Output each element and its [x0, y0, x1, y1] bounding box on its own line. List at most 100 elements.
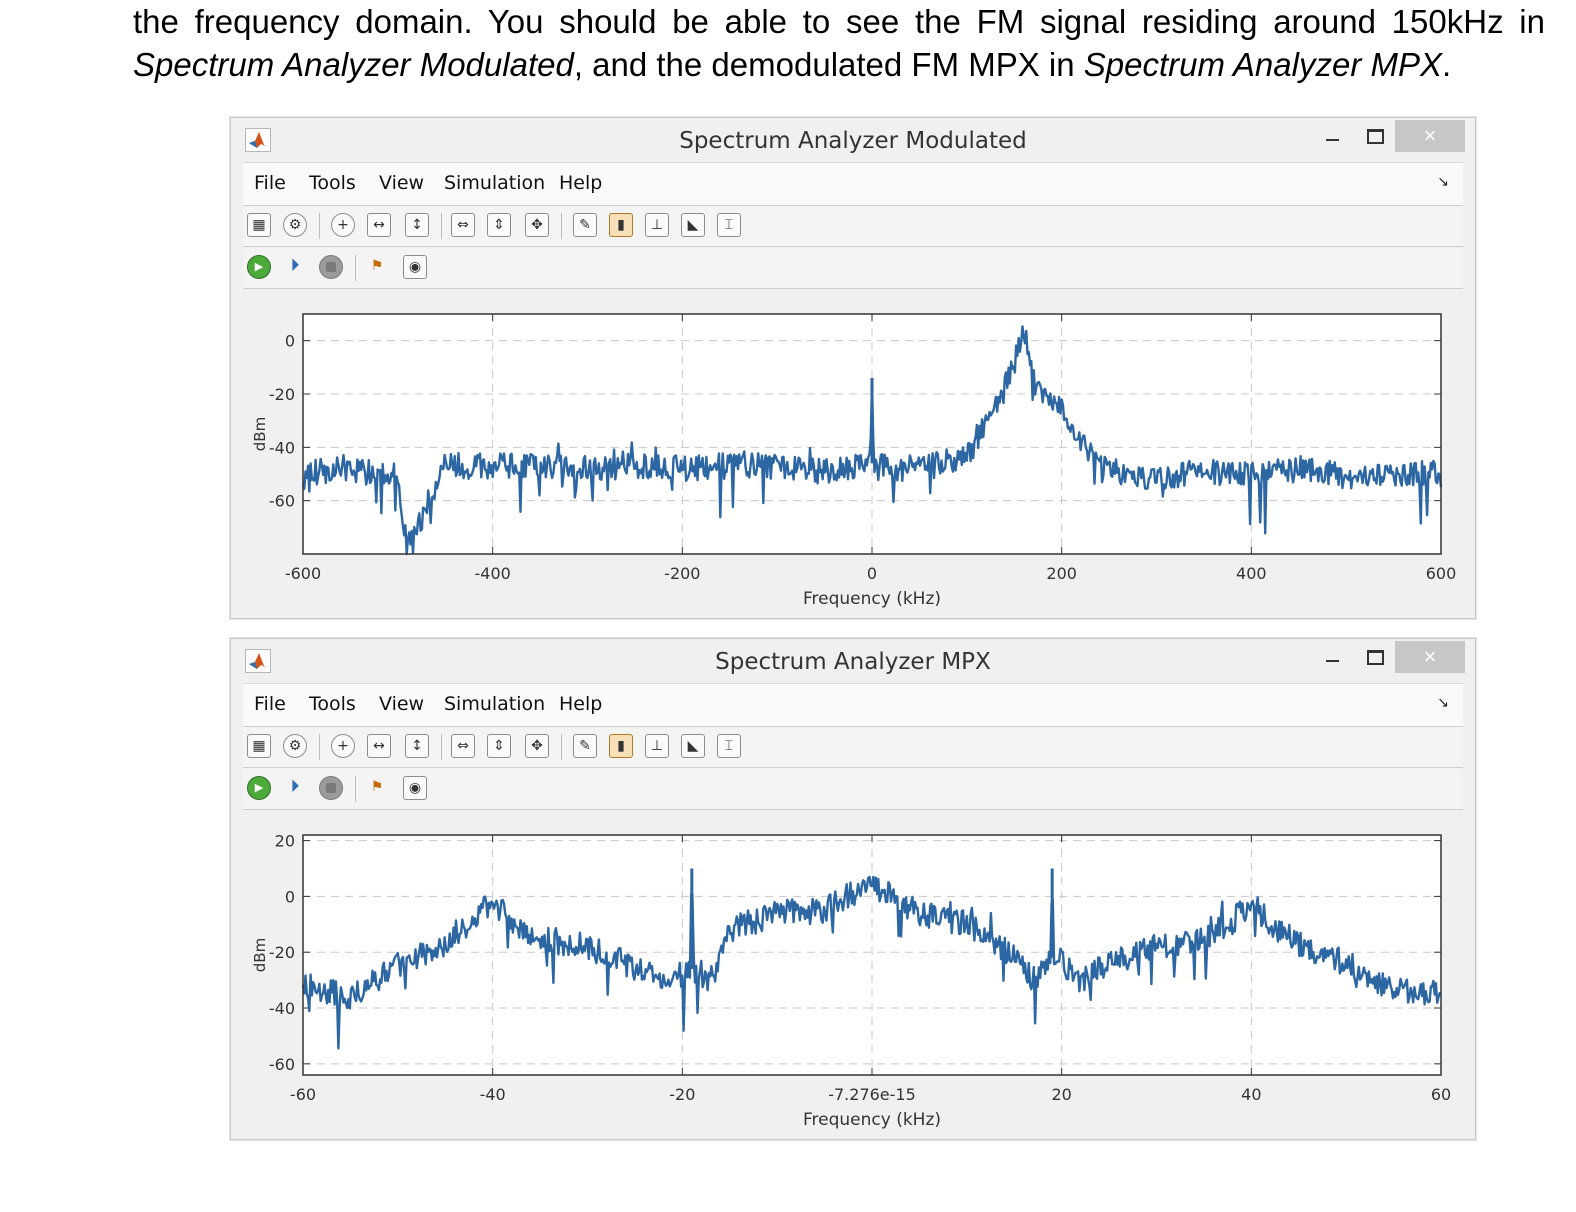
menu-simulation[interactable]: Simulation — [444, 693, 546, 715]
spectrum-chart-mpx: -60 -40 -20 -7.276e-15 20 40 60 20 0 -20 -40 -60 Fre… — [251, 832, 1451, 1130]
measure-icon[interactable]: ✎ — [573, 734, 597, 758]
menu-bar: File Tools View Simulation Help ↘ — [243, 162, 1463, 206]
toolbar-separator — [441, 213, 442, 239]
spectrum-chart-modulated: -600 -400 -200 0 200 400 600 0 -20 -40 -60 Frequenc… — [251, 313, 1457, 609]
y-tick-label: -20 — [269, 385, 295, 404]
scale-x-icon[interactable]: ⇔ — [451, 213, 475, 237]
menu-bar: File Tools View Simulation Help ↘ — [243, 683, 1463, 727]
plot-area: -60 -40 -20 -7.276e-15 20 40 60 20 0 -20 -40 -60 Fre… — [243, 813, 1463, 1131]
distortion-icon[interactable]: ◣ — [681, 734, 705, 758]
x-axis-label: Frequency (kHz) — [803, 589, 941, 609]
title-bar: Spectrum Analyzer MPX × — [231, 639, 1475, 683]
close-button[interactable]: × — [1395, 641, 1465, 673]
y-tick-label: -40 — [269, 999, 295, 1018]
title-bar: Spectrum Analyzer Modulated × — [231, 118, 1475, 162]
y-axis-label: dBm — [251, 938, 269, 972]
gear-icon[interactable]: ⚙ — [283, 213, 307, 237]
x-tick-label: -40 — [480, 1085, 506, 1104]
menu-help[interactable]: Help — [559, 693, 603, 715]
toolbar-main: ▦ ⚙ + ↔ ↕ ⇔ ⇕ ✥ ✎ ▮ ⊥ ◣ ⌶ — [243, 206, 1463, 247]
zoom-x-icon[interactable]: ↔ — [367, 734, 391, 758]
y-tick-label: 0 — [285, 332, 295, 351]
peak-finder-icon[interactable]: ▮ — [609, 734, 633, 758]
menu-simulation[interactable]: Simulation — [444, 172, 546, 194]
scale-y-icon[interactable]: ⇕ — [487, 734, 511, 758]
peak-finder-icon[interactable]: ▮ — [609, 213, 633, 237]
autoscale-icon[interactable]: ✥ — [525, 734, 549, 758]
channel-measure-icon[interactable]: ⊥ — [645, 213, 669, 237]
y-tick-label: 0 — [285, 887, 295, 906]
run-icon[interactable]: ▶ — [247, 776, 271, 800]
scale-y-icon[interactable]: ⇕ — [487, 213, 511, 237]
menu-tools[interactable]: Tools — [309, 172, 356, 194]
zoom-x-icon[interactable]: ↔ — [367, 213, 391, 237]
toolbar-separator — [319, 734, 320, 760]
toolbar-separator — [355, 776, 356, 802]
window-title: Spectrum Analyzer Modulated — [679, 128, 1027, 154]
minimize-button[interactable] — [1321, 120, 1343, 152]
zoom-y-icon[interactable]: ↕ — [405, 734, 429, 758]
zoom-y-icon[interactable]: ↕ — [405, 213, 429, 237]
toolbar-separator — [561, 734, 562, 760]
toolbar-main: ▦ ⚙ + ↔ ↕ ⇔ ⇕ ✥ ✎ ▮ ⊥ ◣ ⌶ — [243, 727, 1463, 768]
doc-emphasis-modulated: Spectrum Analyzer Modulated — [133, 46, 574, 83]
x-axis-label: Frequency (kHz) — [803, 1110, 941, 1130]
stop-icon[interactable] — [319, 255, 343, 279]
window-title: Spectrum Analyzer MPX — [715, 649, 991, 675]
highlight-icon[interactable]: ⚑ — [370, 779, 384, 795]
dock-arrow-icon[interactable]: ↘ — [1437, 694, 1449, 710]
x-tick-label: 200 — [1046, 564, 1077, 583]
step-forward-icon[interactable]: ⏵ — [290, 255, 300, 276]
menu-view[interactable]: View — [379, 693, 425, 715]
highlight-icon[interactable]: ⚑ — [370, 258, 384, 274]
x-tick-label: 60 — [1431, 1085, 1451, 1104]
x-tick-label: -20 — [669, 1085, 695, 1104]
document-text: the frequency domain. You should be able… — [133, 0, 1545, 86]
snapshot-icon[interactable]: ◉ — [403, 776, 427, 800]
step-forward-icon[interactable]: ⏵ — [290, 776, 300, 797]
stop-icon[interactable] — [319, 776, 343, 800]
x-tick-label: -7.276e-15 — [828, 1085, 916, 1104]
series-trace — [301, 875, 1442, 1050]
channel-measure-icon[interactable]: ⊥ — [645, 734, 669, 758]
cursor-icon[interactable]: ⌶ — [717, 213, 741, 237]
x-tick-label: -200 — [664, 564, 700, 583]
menu-view[interactable]: View — [379, 172, 425, 194]
doc-emphasis-mpx: Spectrum Analyzer MPX — [1083, 46, 1442, 83]
configuration-icon[interactable]: ▦ — [247, 734, 271, 758]
y-tick-label: -20 — [269, 943, 295, 962]
minimize-button[interactable] — [1321, 641, 1343, 673]
zoom-in-icon[interactable]: + — [331, 213, 355, 237]
toolbar-simulation: ▶ ⏵ ⚑ ◉ — [243, 769, 1463, 810]
x-tick-label: 600 — [1426, 564, 1457, 583]
configuration-icon[interactable]: ▦ — [247, 213, 271, 237]
autoscale-icon[interactable]: ✥ — [525, 213, 549, 237]
menu-tools[interactable]: Tools — [309, 693, 356, 715]
gear-icon[interactable]: ⚙ — [283, 734, 307, 758]
y-tick-label: -60 — [269, 492, 295, 511]
menu-file[interactable]: File — [254, 172, 286, 194]
measure-icon[interactable]: ✎ — [573, 213, 597, 237]
cursor-icon[interactable]: ⌶ — [717, 734, 741, 758]
close-button[interactable]: × — [1395, 120, 1465, 152]
distortion-icon[interactable]: ◣ — [681, 213, 705, 237]
run-icon[interactable]: ▶ — [247, 255, 271, 279]
document-line-2: Spectrum Analyzer Modulated, and the dem… — [133, 43, 1545, 86]
y-axis-label: dBm — [251, 417, 269, 451]
toolbar-separator — [355, 255, 356, 281]
maximize-button[interactable] — [1363, 641, 1385, 673]
menu-help[interactable]: Help — [559, 172, 603, 194]
x-tick-label: 20 — [1051, 1085, 1071, 1104]
toolbar-separator — [441, 734, 442, 760]
menu-file[interactable]: File — [254, 693, 286, 715]
dock-arrow-icon[interactable]: ↘ — [1437, 173, 1449, 189]
matlab-logo-icon — [245, 128, 271, 152]
zoom-in-icon[interactable]: + — [331, 734, 355, 758]
scale-x-icon[interactable]: ⇔ — [451, 734, 475, 758]
y-tick-label: -40 — [269, 438, 295, 457]
document-line-1: the frequency domain. You should be able… — [133, 3, 1545, 40]
plot-frame — [302, 834, 1442, 1076]
snapshot-icon[interactable]: ◉ — [403, 255, 427, 279]
maximize-button[interactable] — [1363, 120, 1385, 152]
doc-text-mid: , and the demodulated FM MPX in — [573, 46, 1084, 83]
